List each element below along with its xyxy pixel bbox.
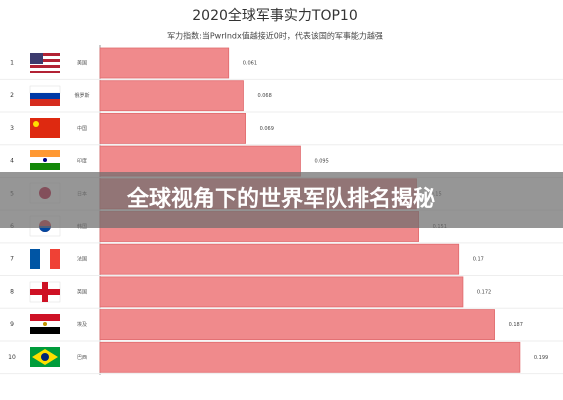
flag [30,150,60,170]
chart-subtitle: 军力指数:当PwrIndx值越接近0时，代表该国的军事能力越强 [167,31,383,41]
flag [30,249,60,269]
rank-label: 1 [10,60,14,67]
category-label: 中国 [77,125,87,132]
bar [99,145,301,177]
category-label: 美国 [77,60,87,67]
category-label: 俄罗斯 [74,92,89,99]
rank-label: 2 [10,92,14,99]
category-label: 巴西 [77,355,87,361]
chart-title: 2020全球军事实力TOP10 [192,7,357,24]
value-label: 0.199 [534,355,548,361]
category-label: 英国 [77,288,87,295]
value-label: 0.17 [473,257,484,263]
flag [30,53,60,73]
value-label: 0.061 [243,61,257,67]
flag [30,314,60,334]
flag [29,85,61,106]
banner-text: 全球视角下的世界军队排名揭秘 [126,186,435,212]
value-label: 0.068 [257,93,271,99]
bar [99,47,230,79]
category-label: 法国 [77,256,87,263]
rank-label: 3 [10,125,14,132]
flag [29,281,61,303]
value-label: 0.187 [509,322,523,328]
category-label: 印度 [77,158,87,165]
bar [99,243,460,275]
value-label: 0.069 [260,126,274,132]
banner-band [0,172,563,228]
bar [99,276,464,308]
bar [99,341,521,373]
rank-label: 7 [10,256,14,263]
bar [99,80,244,112]
rank-label: 4 [10,158,14,165]
bar [99,113,246,144]
flag [30,118,60,138]
flag [30,347,60,367]
value-label: 0.095 [314,159,328,165]
rank-label: 9 [10,321,14,328]
category-label: 埃及 [77,321,87,328]
rank-label: 8 [10,288,14,295]
rank-label: 10 [8,354,16,361]
value-label: 0.172 [477,289,491,295]
bar [99,309,495,341]
